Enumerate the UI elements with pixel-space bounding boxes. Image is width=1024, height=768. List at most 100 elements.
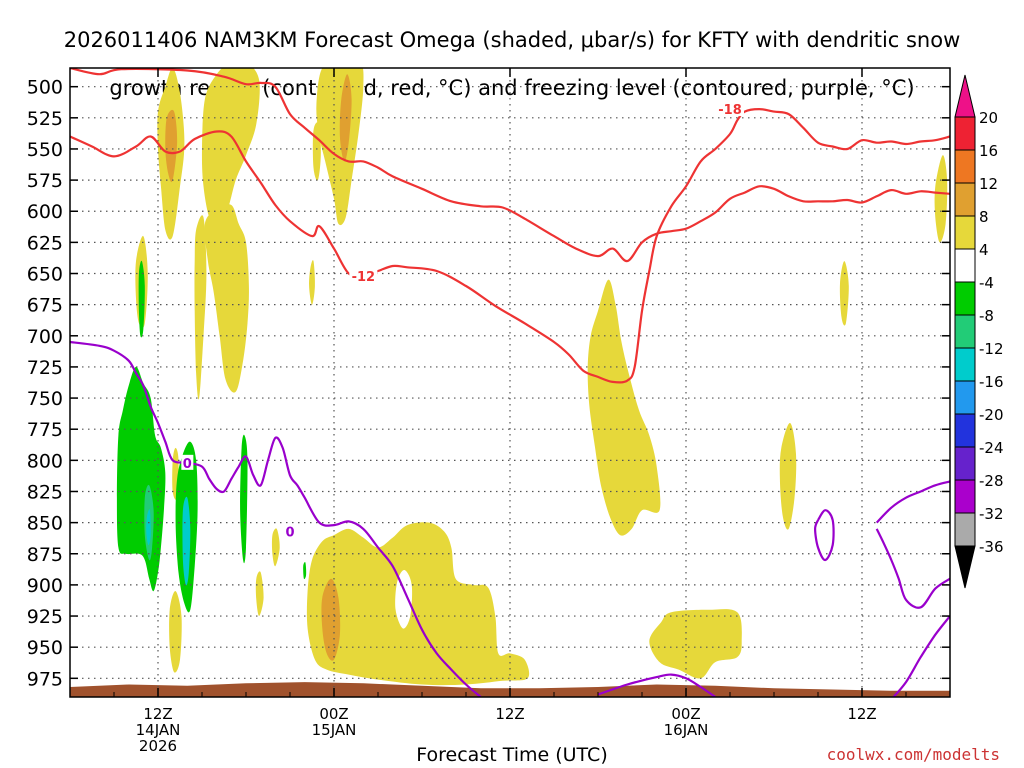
x-tick-label-18-1: 00Z [319,705,348,723]
x-tick-label-42-1: 00Z [671,705,700,723]
contour-label-bg-1 [716,101,744,117]
omega-shade-24 [271,528,280,567]
y-tick-label-675: 675 [27,295,63,317]
axes [69,67,951,698]
contour-line-0 [70,108,950,384]
colorbar-label-6: -8 [979,307,994,325]
colorbar-swatch-0 [954,116,976,151]
omega-shade-27 [321,578,341,661]
contour-label-3: 0 [285,525,294,540]
colorbar-label-4: 4 [979,241,989,259]
y-tick-label-625: 625 [27,232,63,254]
contour-lines [70,68,950,697]
colorbar: 20 16 12 8 4 -4 -8 -12 -16 -20 -24 -28 -32 -36 [954,74,1004,589]
contour-line-4 [814,509,835,562]
omega-shade-9 [165,109,178,183]
colorbar-label-12: -32 [979,505,1004,523]
y-tick-label-725: 725 [27,357,63,379]
omega-shade-32 [146,509,151,546]
colorbar-label-2: 12 [979,175,998,193]
contour-label-bg-0 [349,268,378,284]
contour-line-2 [70,340,482,697]
shaded-regions [70,68,950,697]
y-tick-label-700: 700 [27,326,63,348]
x-tick-label-6-3: 2026 [139,737,177,755]
x-tick-label-18-2: 15JAN [312,721,357,739]
omega-shade-34 [182,496,191,586]
omega-shade-25 [255,571,264,617]
omega-shade-26 [306,522,530,686]
contour-line-3 [597,673,716,697]
omega-shade-29 [649,609,742,679]
colorbar-label-7: -12 [979,340,1004,358]
contour-label-1: -18 [718,103,742,118]
y-tick-label-525: 525 [27,108,63,130]
omega-shade-11 [204,204,249,393]
x-tick-label-30-1: 12Z [495,705,524,723]
colorbar-swatch-6 [954,314,976,349]
y-tick-label-850: 850 [27,513,63,535]
colorbar-swatch-8 [954,380,976,415]
contour-label-bg-2 [181,454,194,470]
contour-label-2: 0 [183,457,192,472]
y-tick-label-875: 875 [27,544,63,566]
y-tick-labels: 500 525 550 575 600 625 650 675 700 725 750 775 800 8… [27,77,63,691]
colorbar-label-13: -36 [979,538,1004,556]
x-tick-label-6-1: 12Z [143,705,172,723]
omega-shade-17 [309,260,315,305]
y-tick-label-900: 900 [27,575,63,597]
y-tick-label-650: 650 [27,264,63,286]
colorbar-top-arrow [954,74,976,118]
colorbar-swatch-7 [954,347,976,382]
y-tick-label-750: 750 [27,388,63,410]
omega-shade-36 [240,434,248,564]
colorbar-swatch-5 [954,281,976,316]
y-tick-label-950: 950 [27,637,63,659]
omega-shade-30 [116,366,166,592]
title-line-1: 2026011406 NAM3KM Forecast Omega (shaded… [63,28,961,52]
colorbar-swatch-11 [954,479,976,514]
colorbar-label-5: -4 [979,274,994,292]
omega-shade-28 [395,569,413,629]
contour-label-bg-3 [284,523,296,539]
contour-label-0: -12 [352,270,376,285]
colorbar-label-8: -16 [979,373,1004,391]
x-axis-label: Forecast Time (UTC) [416,744,608,766]
omega-shade-37 [303,562,307,580]
y-tick-label-600: 600 [27,201,63,223]
omega-shade-35 [138,260,145,338]
y-tick-label-825: 825 [27,481,63,503]
omega-shade-12 [194,215,207,400]
omega-shade-20 [839,261,849,326]
gridlines [70,68,950,697]
x-tick-label-6-2: 14JAN [136,721,181,739]
contour-line-1 [70,68,950,263]
colorbar-label-1: 16 [979,142,998,160]
omega-shade-22 [169,591,182,673]
omega-shade-19 [779,422,797,530]
colorbar-swatch-4 [954,248,976,283]
omega-shade-15 [339,74,352,162]
site-credit: coolwx.com/modelts [826,745,1000,764]
x-tick-label-54-1: 12Z [847,705,876,723]
y-tick-label-550: 550 [27,139,63,161]
omega-shade-21 [934,155,948,243]
contour-line-7 [892,615,950,697]
contour-line-6 [875,528,950,609]
omega-shade-18 [587,279,661,536]
colorbar-swatch-10 [954,446,976,481]
colorbar-bottom-arrow [954,545,976,589]
omega-shade-16 [312,122,321,181]
y-tick-label-775: 775 [27,419,63,441]
omega-shade-14 [316,68,364,226]
colorbar-label-9: -20 [979,406,1004,424]
colorbar-swatch-1 [954,149,976,184]
colorbar-swatch-9 [954,413,976,448]
omega-shade-10 [201,68,260,225]
y-tick-label-575: 575 [27,170,63,192]
contour-line-5 [875,480,950,524]
y-tick-label-975: 975 [27,668,63,690]
contour-labels: -12 -18 0 0 [181,101,744,540]
